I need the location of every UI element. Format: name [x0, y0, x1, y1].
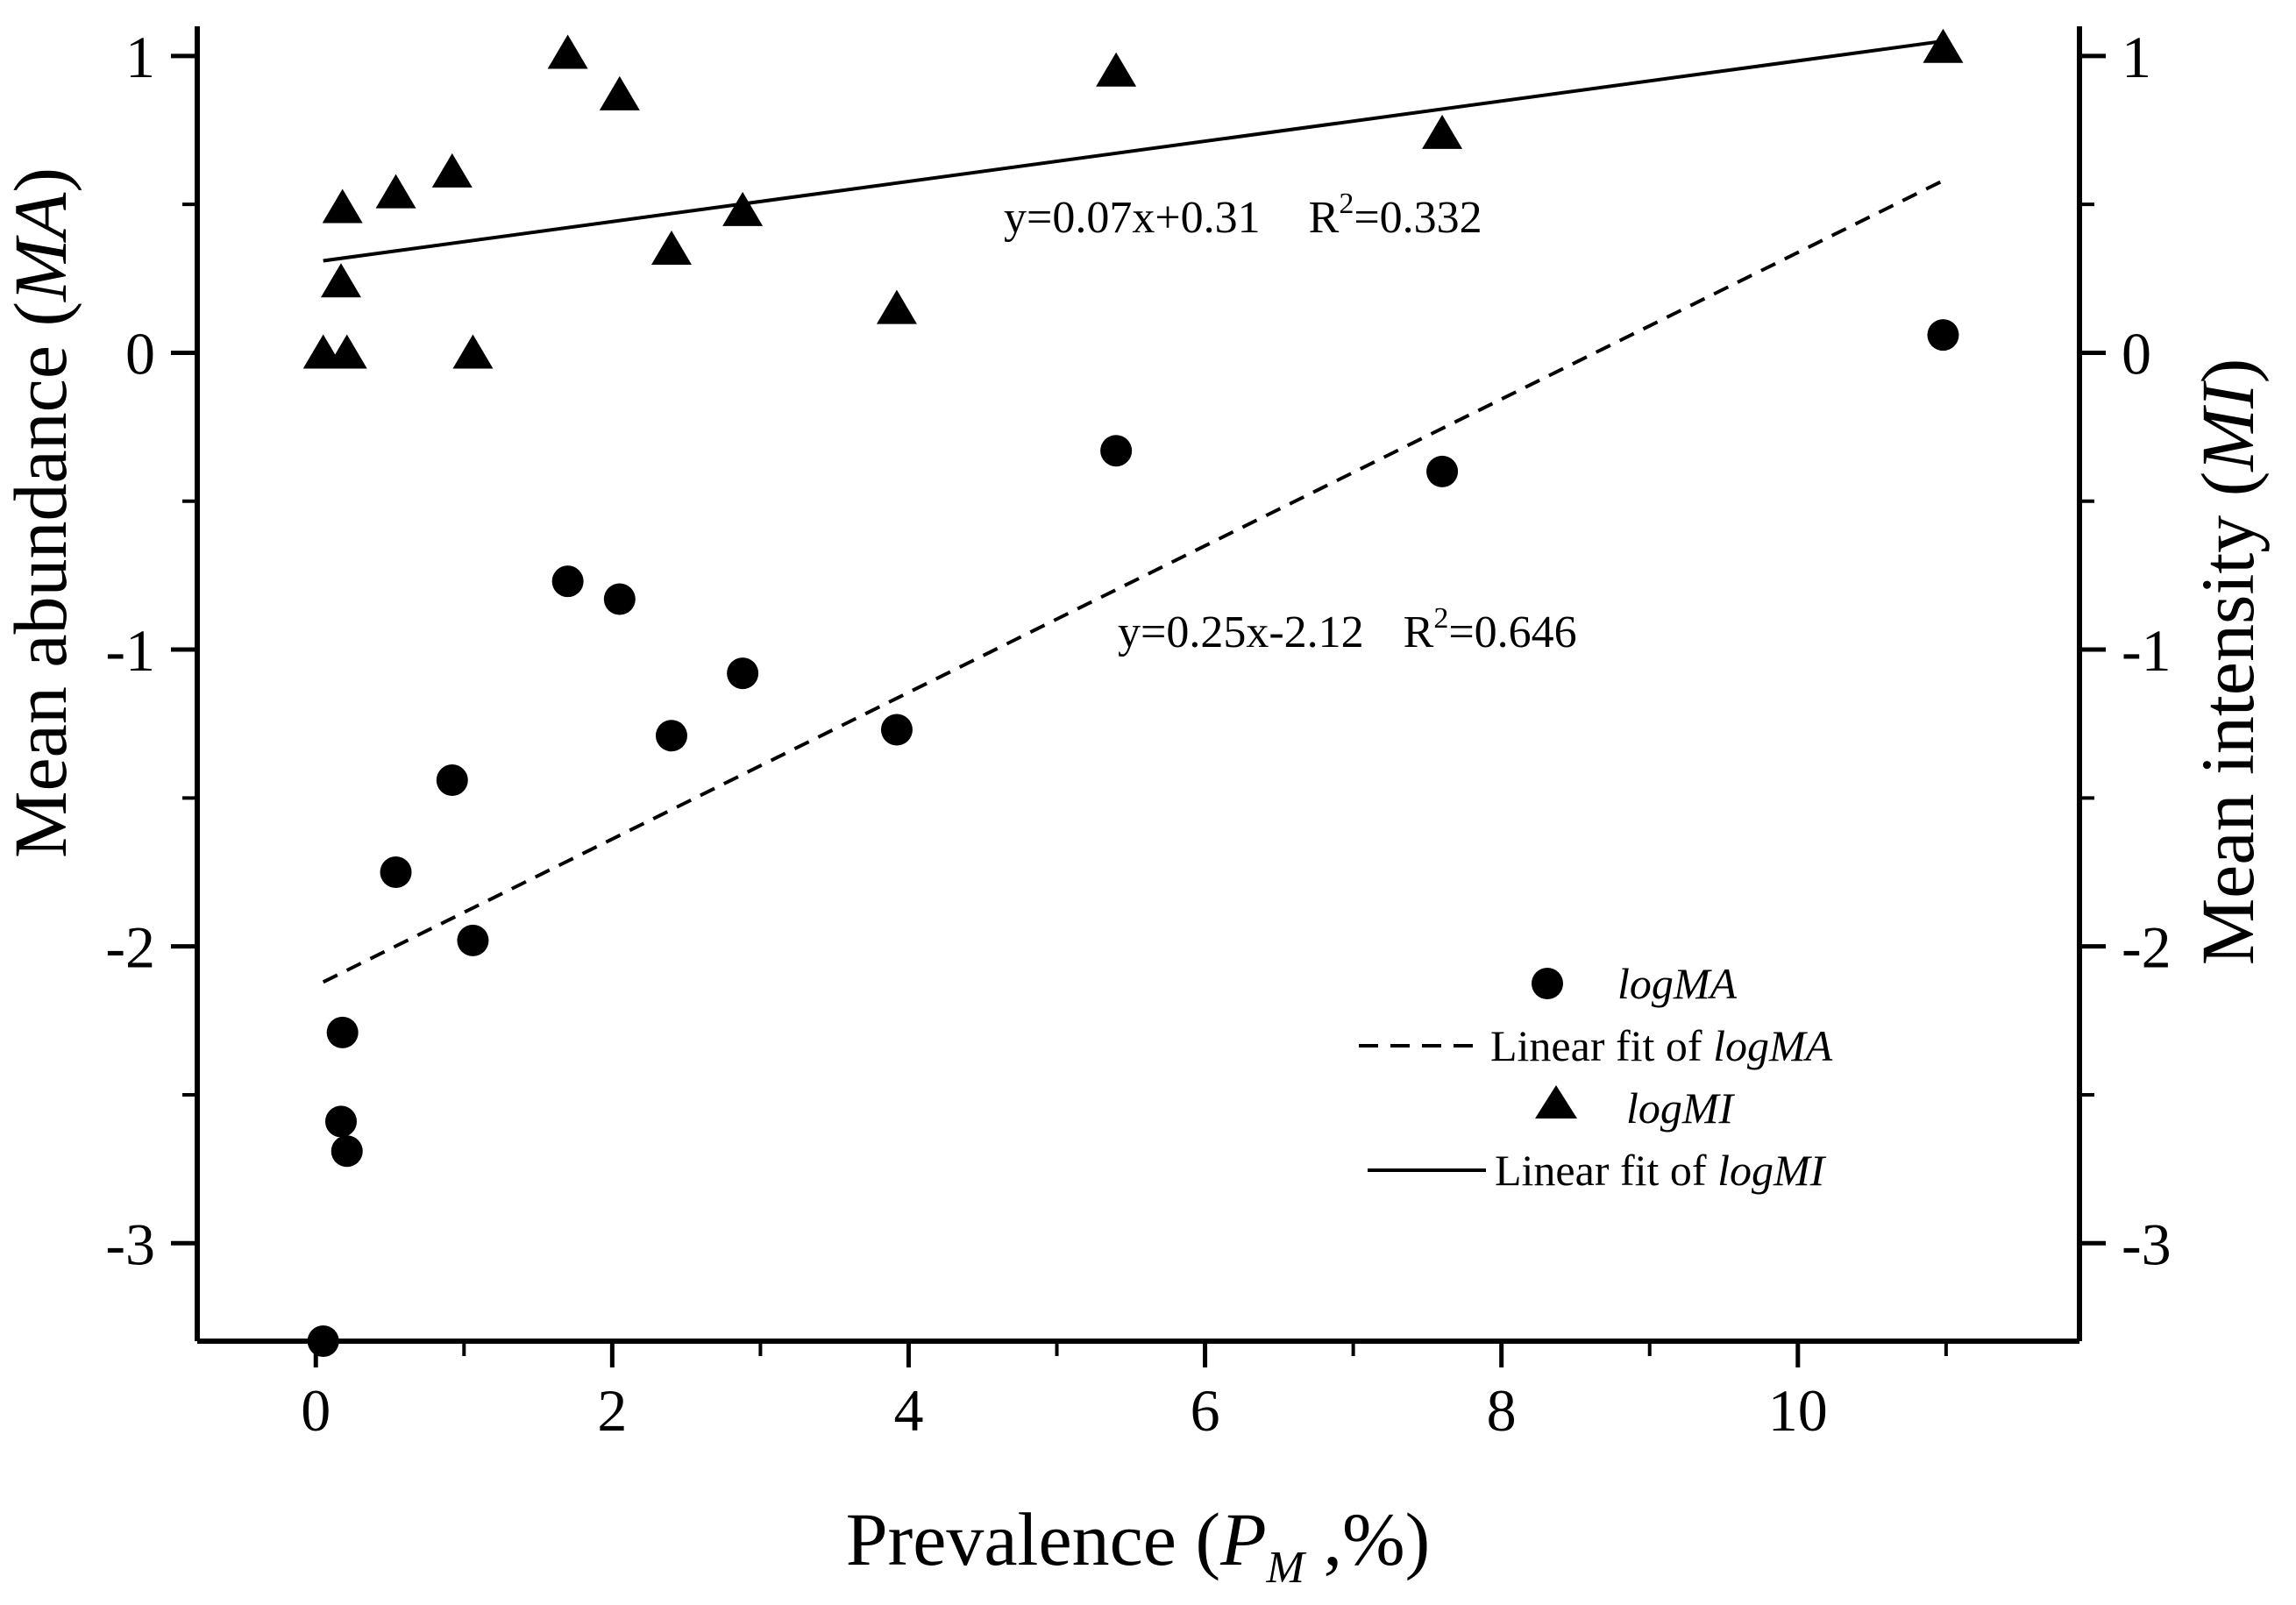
legend-label-logmi: logMI: [1626, 1083, 1736, 1133]
y-right-tick-label: -2: [2122, 914, 2172, 981]
y-right-tick-label: 0: [2122, 320, 2151, 387]
annotation-logmi-r2-value: =0.332: [1354, 193, 1482, 243]
y-left-tick-label: -1: [105, 617, 155, 684]
point-logma: [326, 1016, 359, 1048]
legend-fit-logmi-prefix: Linear fit of: [1495, 1146, 1717, 1195]
point-logmi: [326, 334, 367, 369]
annotation-logma-equation: y=0.25x-2.12: [1118, 607, 1364, 657]
x-axis-title-sub: M: [1266, 1543, 1307, 1593]
point-logmi: [722, 191, 764, 226]
y-axis-left-title-prefix: Mean abundance (: [0, 302, 82, 858]
point-logmi: [452, 334, 494, 369]
legend-label-fit-logmi: Linear fit of logMI: [1495, 1146, 1827, 1195]
point-logma: [436, 764, 468, 797]
point-logmi: [431, 153, 473, 188]
point-logma: [1426, 455, 1459, 487]
y-right-tick-label: -3: [2122, 1211, 2172, 1277]
axis-tick-labels: 0 2 4 6 8 101 10 0-1 -1-2 -2-3 -3: [105, 24, 2171, 1444]
y-axis-left-title: Mean abundance (MA): [0, 167, 82, 858]
fit-lines: [322, 39, 1944, 984]
point-logma: [331, 1135, 363, 1168]
point-logmi: [375, 174, 416, 209]
legend-fit-logma-text: logMA: [1713, 1021, 1833, 1070]
point-logma: [727, 657, 759, 690]
y-left-tick-label: 0: [125, 320, 155, 387]
point-logma: [603, 583, 636, 615]
legend-fit-logma-prefix: Linear fit of: [1490, 1021, 1713, 1070]
annotation-logma-r2-sup: 2: [1433, 602, 1448, 635]
y-left-tick-label: -2: [105, 914, 155, 981]
x-axis-title-prefix: Prevalence (: [846, 1497, 1220, 1581]
x-tick-label: 6: [1191, 1377, 1220, 1444]
annotation-logma-r2-value: =0.646: [1448, 607, 1576, 657]
y-axis-right-title-suffix: ): [2186, 359, 2270, 384]
legend-triangle-marker: [1535, 1085, 1577, 1119]
x-axis-title: Prevalence (PM ,%): [846, 1497, 1431, 1593]
y-left-tick-label: -3: [105, 1211, 155, 1277]
legend-circle-marker: [1532, 968, 1563, 999]
y-axis-right-title-var: MI: [2186, 380, 2270, 473]
plot-frame: [195, 26, 2082, 1344]
point-logmi: [876, 289, 917, 324]
y-left-tick-label: 1: [125, 24, 155, 90]
x-tick-label: 10: [1768, 1377, 1828, 1444]
fit-line-logmi: [323, 39, 1944, 263]
point-logma: [1927, 319, 1959, 352]
point-logmi: [1096, 52, 1137, 87]
point-logmi: [1923, 28, 1964, 63]
point-logma: [551, 565, 584, 598]
y-axis-left-title-var: MA: [0, 192, 82, 303]
data-markers: [302, 28, 1964, 1357]
point-logma: [457, 924, 489, 956]
x-axis-title-var: P: [1219, 1497, 1267, 1581]
y-axis-right-title: Mean intensity (MI): [2186, 359, 2270, 966]
point-logma: [324, 1105, 357, 1138]
annotation-logmi-r2-label: R: [1309, 193, 1340, 243]
point-logmi: [1422, 114, 1463, 149]
annotation-logma-r2-label: R: [1404, 607, 1434, 657]
annotation-logma-fit: y=0.25x-2.12 R2=0.646: [1118, 602, 1577, 657]
annotation-logmi-fit: y=0.07x+0.31 R2=0.332: [1004, 188, 1482, 243]
x-tick-label: 4: [893, 1377, 923, 1444]
annotation-logmi-r2-sup: 2: [1339, 188, 1354, 220]
point-logmi: [322, 188, 363, 224]
legend-fit-logmi-text: logMI: [1717, 1146, 1827, 1195]
point-logmi: [599, 75, 640, 110]
point-logmi: [547, 34, 588, 69]
point-logmi: [650, 230, 692, 265]
fit-line-logma: [322, 179, 1944, 984]
axis-ticks: [171, 53, 2106, 1367]
x-tick-label: 8: [1487, 1377, 1517, 1444]
y-axis-left-title-suffix: ): [0, 167, 82, 193]
point-logma: [380, 856, 412, 889]
y-axis-right-title-prefix: Mean intensity (: [2186, 472, 2270, 966]
y-right-tick-label: -1: [2122, 617, 2172, 684]
point-logmi: [320, 263, 361, 298]
annotation-logmi-equation: y=0.07x+0.31: [1004, 193, 1261, 243]
y-right-tick-label: 1: [2122, 24, 2151, 90]
legend-label-logma: logMA: [1617, 959, 1738, 1008]
x-tick-label: 0: [301, 1377, 331, 1444]
legend-label-fit-logma: Linear fit of logMA: [1490, 1021, 1833, 1070]
point-logma: [1100, 435, 1133, 467]
x-axis-title-suffix: ,%): [1304, 1497, 1430, 1581]
point-logma: [655, 720, 687, 752]
point-logma: [307, 1325, 339, 1357]
x-tick-label: 2: [597, 1377, 627, 1444]
point-logma: [880, 714, 913, 746]
legend: logMA Linear fit of logMA logMI Linear f…: [1359, 959, 1833, 1195]
